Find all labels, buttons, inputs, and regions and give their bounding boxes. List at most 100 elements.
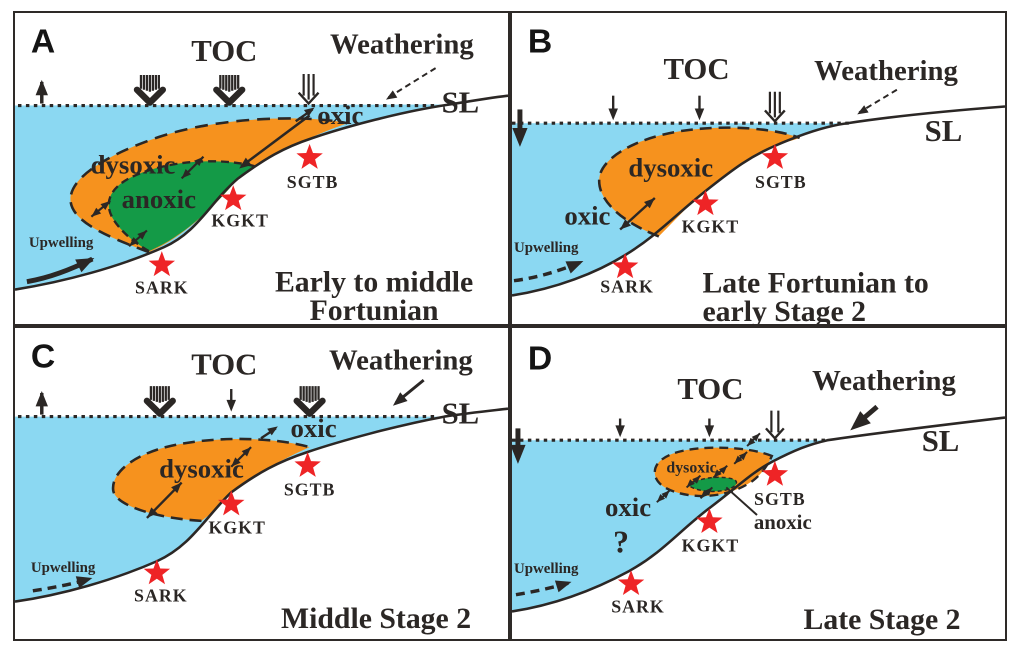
weathering-arrow — [383, 67, 437, 104]
star-sgtb: SGTB — [284, 452, 336, 499]
question-mark: ? — [613, 525, 629, 560]
panel-d: D TOC Weathering SL dysoxic oxic ? anoxi… — [510, 326, 1007, 641]
star-label: SGTB — [287, 172, 339, 192]
dysoxic-boundary — [111, 437, 310, 523]
star-sark: SARK — [134, 559, 188, 606]
upwelling-label: Upwelling — [29, 235, 94, 251]
seafloor-line — [15, 94, 508, 291]
weathering-label: Weathering — [330, 28, 474, 60]
exchange-arrow — [744, 430, 763, 449]
exchange-arrow — [228, 444, 254, 470]
upwelling-label: Upwelling — [514, 240, 579, 256]
toc-flux-arrows — [147, 386, 323, 414]
sea-level-label: SL — [922, 424, 960, 458]
dysoxic-label: dysoxic — [628, 152, 713, 182]
exchange-arrow — [143, 479, 185, 521]
star-label: KGKT — [208, 518, 265, 538]
star-label: SARK — [600, 277, 654, 297]
star-sark: SARK — [135, 251, 189, 298]
weathering-arrow — [389, 379, 425, 411]
dysoxic-label: dysoxic — [91, 150, 176, 180]
oxic-label: oxic — [605, 492, 651, 522]
oxic-label: oxic — [564, 201, 610, 231]
star-sark: SARK — [611, 570, 665, 616]
star-kgkt: KGKT — [208, 490, 265, 538]
upwelling-arrow — [26, 251, 98, 285]
toc-open-arrow — [297, 72, 320, 105]
upwelling-label: Upwelling — [514, 561, 579, 577]
star-label: KGKT — [682, 217, 739, 237]
exchange-arrow — [731, 449, 750, 467]
anoxic-leader-line — [725, 486, 758, 516]
star-label: SARK — [134, 586, 188, 606]
exchange-arrow — [126, 227, 150, 250]
dysoxic-label: dysoxic — [159, 454, 244, 484]
star-kgkt: KGKT — [211, 185, 268, 231]
panel-letter: C — [31, 338, 55, 375]
water-body — [512, 440, 828, 612]
anoxic-zone — [688, 477, 737, 492]
star-label: KGKT — [211, 211, 268, 231]
oxic-exchange-arrow — [260, 423, 281, 440]
star-label: SGTB — [284, 479, 336, 499]
weathering-arrow — [844, 404, 879, 437]
seafloor-line — [512, 416, 1005, 613]
sea-level-fall-arrow — [512, 109, 528, 147]
star-label: SARK — [611, 596, 665, 616]
upwelling-arrow — [513, 254, 587, 283]
sea-level-label: SL — [925, 114, 963, 148]
exchange-arrow — [711, 463, 730, 480]
dysoxic-zone — [113, 438, 310, 521]
upwelling-label: Upwelling — [31, 560, 96, 576]
exchange-arrow — [88, 198, 113, 220]
star-kgkt: KGKT — [682, 508, 739, 555]
panel-letter: A — [31, 23, 55, 60]
stage-caption: Early to middle — [275, 267, 473, 299]
stage-caption: early Stage 2 — [702, 296, 866, 324]
panel-grid: A TOC Weathering SL oxic dysoxic anoxic — [13, 11, 1007, 641]
weathering-label: Weathering — [814, 55, 958, 87]
stage-caption: Fortunian — [310, 295, 439, 324]
seafloor-line — [15, 407, 508, 603]
toc-striped-arrow — [216, 75, 242, 103]
stage-caption: Late Stage 2 — [804, 604, 961, 636]
sea-level-label: SL — [442, 86, 480, 120]
seafloor-line — [512, 105, 1005, 297]
toc-open-arrow — [763, 90, 786, 123]
anoxic-boundary — [107, 160, 257, 253]
exchange-arrow — [684, 473, 703, 490]
anoxic-label: anoxic — [122, 184, 197, 214]
toc-striped-arrow — [297, 386, 323, 414]
upwelling-arrow — [32, 572, 95, 593]
oxic-label: oxic — [317, 100, 363, 130]
toc-label: TOC — [663, 52, 729, 86]
toc-flux-arrows — [137, 72, 320, 105]
sea-level-rise-arrow — [35, 390, 48, 415]
exchange-arrow — [698, 485, 715, 501]
oxic-label: oxic — [291, 413, 337, 443]
panel-b: B TOC Weathering SL dysoxic oxic Upwelli… — [510, 11, 1007, 326]
star-label: SGTB — [754, 489, 806, 509]
star-label: SGTB — [755, 172, 807, 192]
sea-level-rise-arrow — [35, 79, 48, 104]
exchange-arrow — [617, 194, 658, 233]
toc-flux-arrows — [608, 90, 786, 123]
star-label: SARK — [135, 278, 189, 298]
dysoxic-boundary — [597, 126, 801, 238]
stage-caption: Late Fortunian to — [702, 268, 928, 300]
toc-striped-arrow — [147, 386, 173, 414]
weathering-label: Weathering — [329, 344, 473, 376]
panel-c: C TOC Weathering SL oxic dysoxic — [13, 326, 510, 641]
star-label: KGKT — [682, 535, 739, 555]
sea-level-label: SL — [442, 397, 480, 431]
star-sark: SARK — [600, 253, 654, 297]
sea-level-fall-arrow — [512, 428, 526, 464]
panel-letter: B — [528, 23, 552, 60]
star-sgtb: SGTB — [755, 143, 807, 192]
weathering-label: Weathering — [812, 365, 956, 397]
panel-letter: D — [528, 340, 552, 377]
panel-a: A TOC Weathering SL oxic dysoxic anoxic — [13, 11, 510, 326]
weathering-arrow — [854, 88, 898, 119]
oxic-exchange-arrow — [236, 104, 317, 173]
